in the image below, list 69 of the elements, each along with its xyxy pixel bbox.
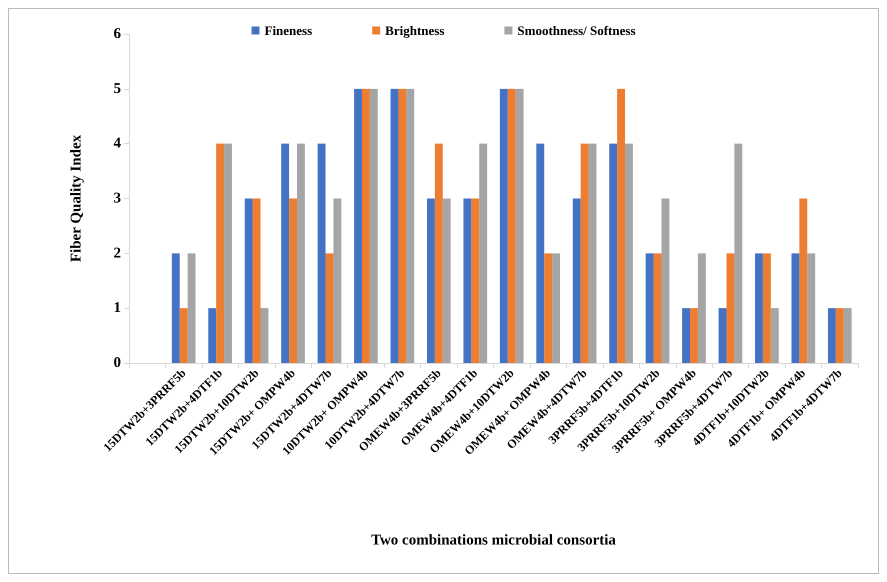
- bar: [536, 144, 544, 363]
- bar: [296, 144, 305, 363]
- bar: [836, 308, 844, 363]
- bar: [224, 144, 232, 363]
- bar: [188, 253, 196, 363]
- y-tick-label: 6: [114, 26, 122, 42]
- y-axis-title: Fiber Quality Index: [68, 134, 84, 262]
- bar: [479, 144, 488, 363]
- bar: [370, 88, 378, 363]
- bar: [770, 308, 779, 363]
- bar: [362, 88, 370, 363]
- bar: [333, 198, 342, 363]
- bar: [544, 253, 552, 363]
- bar: [799, 198, 808, 363]
- bar: [661, 198, 670, 363]
- bar: [844, 308, 852, 363]
- bar: [734, 144, 742, 363]
- bar: [609, 144, 618, 363]
- bar: [552, 253, 560, 363]
- bar: [260, 308, 268, 363]
- y-tick-label: 2: [114, 245, 121, 262]
- bar: [442, 198, 451, 363]
- bar: [755, 253, 763, 363]
- y-tick-label: 1: [114, 300, 121, 316]
- bar: [244, 198, 253, 363]
- y-tick-label: 0: [114, 355, 121, 371]
- bar: [580, 144, 589, 363]
- bar: [172, 253, 180, 363]
- bar: [463, 198, 472, 363]
- bar: [682, 308, 690, 363]
- bar: [625, 144, 633, 363]
- x-axis-title: Two combinations microbial consortia: [371, 532, 616, 548]
- bar: [471, 198, 480, 363]
- bar: [718, 308, 726, 363]
- y-tick-label: 3: [114, 190, 121, 206]
- bar: [617, 88, 626, 363]
- bar: [516, 88, 524, 363]
- bar: [828, 308, 836, 363]
- bar: [318, 144, 326, 363]
- bar: [434, 144, 443, 363]
- bar: [807, 253, 816, 363]
- bar: [354, 88, 362, 363]
- bar: [690, 308, 698, 363]
- bar: [289, 198, 297, 363]
- bar: [500, 88, 508, 363]
- bar: [406, 88, 414, 363]
- y-tick-label: 4: [114, 136, 122, 152]
- bar: [654, 253, 662, 363]
- bar: [281, 144, 290, 363]
- bar: [791, 253, 800, 363]
- bar: [398, 88, 406, 363]
- bar: [426, 198, 435, 363]
- bar: [180, 308, 188, 363]
- bar: [252, 198, 261, 363]
- bar: [326, 253, 334, 363]
- legend-label: Smoothness/ Softness: [517, 23, 636, 38]
- bar: [646, 253, 654, 363]
- bar: [572, 198, 581, 363]
- legend-label: Fineness: [264, 23, 312, 38]
- bar: [508, 88, 516, 363]
- bar: [698, 253, 706, 363]
- bar: [208, 308, 216, 363]
- y-tick-label: 5: [114, 80, 121, 97]
- legend-label: Brightness: [385, 23, 444, 38]
- bar: [390, 88, 398, 363]
- bar: [216, 144, 224, 363]
- bar: [726, 253, 734, 363]
- bar: [762, 253, 771, 363]
- bar: [588, 144, 596, 363]
